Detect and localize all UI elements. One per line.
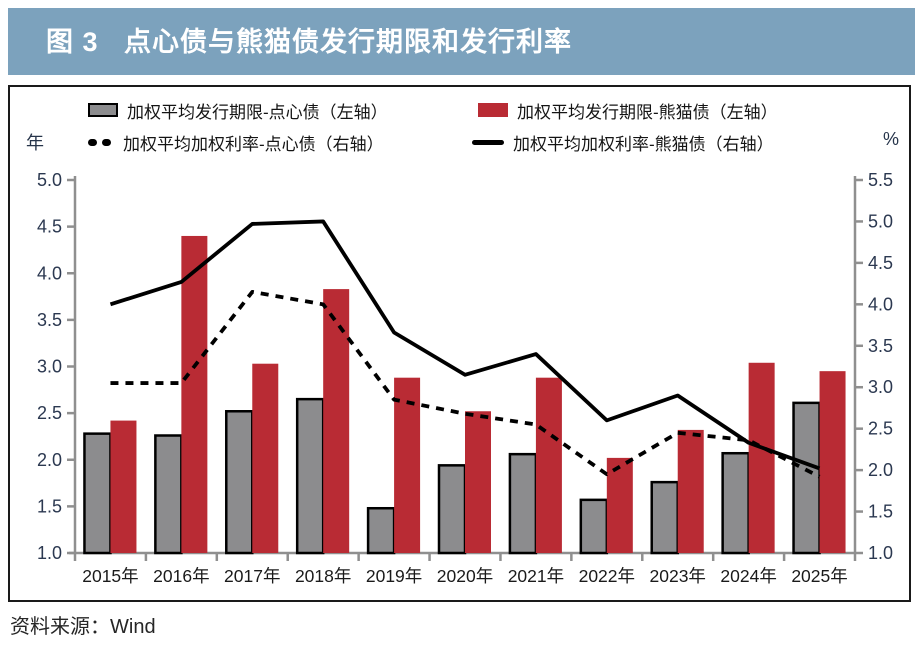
bar-panda-2023年: [677, 429, 704, 553]
x-axis-category-label: 2019年: [366, 566, 422, 586]
bar-panda-2015年: [110, 420, 137, 553]
bar-panda-2021年: [535, 377, 562, 553]
figure-title: 图 3 点心债与熊猫债发行期限和发行利率: [46, 27, 573, 57]
right-axis-unit: %: [882, 129, 899, 149]
chart-panel: 加权平均发行期限-点心债（左轴） 加权平均发行期限-熊猫债（左轴） 加权平均加权…: [8, 85, 911, 602]
right-axis-tick-label: 3.0: [868, 377, 893, 397]
bar-panda-2018年: [323, 289, 350, 553]
legend-label: 加权平均发行期限-点心债（左轴）: [127, 102, 388, 122]
red-bar-legend-icon: [478, 103, 508, 117]
right-axis-tick-label: 1.5: [868, 502, 893, 522]
legend-item-panda-rate: 加权平均加权利率-熊猫债（右轴）: [472, 131, 774, 154]
bar-panda-2025年: [819, 371, 846, 553]
bar-panda-2022年: [606, 457, 633, 553]
x-axis-category-label: 2024年: [720, 566, 776, 586]
line-panda-rate: [109, 219, 821, 471]
bar-dimsum-2016年: [154, 434, 183, 555]
chart-plot: 1.0 1.5 2.0 2.5 3.0 3.5 4.0 4.5 5.0 1.0 1.5 2.0 2.5 3…: [37, 170, 893, 586]
right-axis-tick-label: 5.5: [868, 170, 893, 190]
bar-dimsum-2018年: [295, 397, 325, 555]
right-axis-tick-label: 4.0: [868, 294, 893, 314]
bar-dimsum-2019年: [366, 506, 396, 555]
dashed-line-legend-icon: [88, 138, 114, 146]
bar-dimsum-2017年: [225, 410, 254, 555]
left-axis-tick-label: 3.0: [37, 357, 62, 377]
bar-dimsum-2023年: [650, 480, 679, 555]
left-axis-unit: 年: [26, 133, 44, 153]
x-axis-category-label: 2020年: [437, 566, 493, 586]
bar-panda-2020年: [465, 411, 491, 553]
bar-dimsum-2020年: [437, 464, 467, 555]
gray-bar-legend-icon: [88, 103, 118, 117]
bar-dimsum-2025年: [792, 401, 821, 555]
right-axis-tick-label: 5.0: [868, 211, 893, 231]
figure-title-band: 图 3 点心债与熊猫债发行期限和发行利率: [8, 8, 915, 75]
bar-dimsum-2024年: [721, 451, 750, 555]
bar-panda-2016年: [181, 235, 208, 553]
legend-label: 加权平均发行期限-熊猫债（左轴）: [517, 102, 778, 122]
right-axis-tick-label: 2.5: [868, 419, 893, 439]
bar-panda-2019年: [394, 377, 421, 553]
right-axis-tick-label: 4.5: [868, 253, 893, 273]
legend-label: 加权平均加权利率-熊猫债（右轴）: [513, 134, 774, 154]
x-axis-category-label: 2018年: [295, 566, 351, 586]
left-axis-tick-label: 5.0: [37, 170, 62, 190]
x-axis-category-label: 2021年: [508, 566, 564, 586]
x-axis-category-label: 2023年: [650, 566, 706, 586]
x-axis-category-label: 2015年: [82, 566, 138, 586]
x-axis-category-label: 2016年: [153, 566, 209, 586]
x-axis-category-label: 2017年: [224, 566, 280, 586]
right-axis-tick-label: 3.5: [868, 336, 893, 356]
left-axis-tick-label: 2.0: [37, 450, 62, 470]
legend-item-panda-maturity: 加权平均发行期限-熊猫债（左轴）: [478, 99, 778, 122]
left-axis-tick-label: 3.5: [37, 310, 62, 330]
solid-line-legend-icon: [472, 139, 504, 145]
bar-dimsum-2022年: [579, 498, 609, 555]
bar-dimsum-2015年: [83, 432, 112, 555]
bar-panda-2017年: [252, 363, 279, 553]
bar-dimsum-2021年: [508, 452, 538, 555]
left-axis-tick-label: 4.5: [37, 217, 62, 237]
left-axis-tick-label: 2.5: [37, 403, 62, 423]
x-axis-category-label: 2025年: [791, 566, 847, 586]
right-axis-tick-label: 1.0: [868, 543, 893, 563]
x-axis-category-label: 2022年: [579, 566, 635, 586]
bar-panda-2024年: [748, 362, 775, 553]
left-axis-tick-label: 1.0: [37, 543, 62, 563]
right-axis-tick-label: 2.0: [868, 460, 893, 480]
left-axis-tick-label: 4.0: [37, 263, 62, 283]
legend-item-dimsum-rate: 加权平均加权利率-点心债（右轴）: [88, 131, 384, 154]
legend-label: 加权平均加权利率-点心债（右轴）: [123, 134, 384, 154]
legend-item-dimsum-maturity: 加权平均发行期限-点心债（左轴）: [88, 99, 388, 122]
left-axis-tick-label: 1.5: [37, 496, 62, 516]
data-source: 资料来源：Wind: [10, 616, 156, 638]
